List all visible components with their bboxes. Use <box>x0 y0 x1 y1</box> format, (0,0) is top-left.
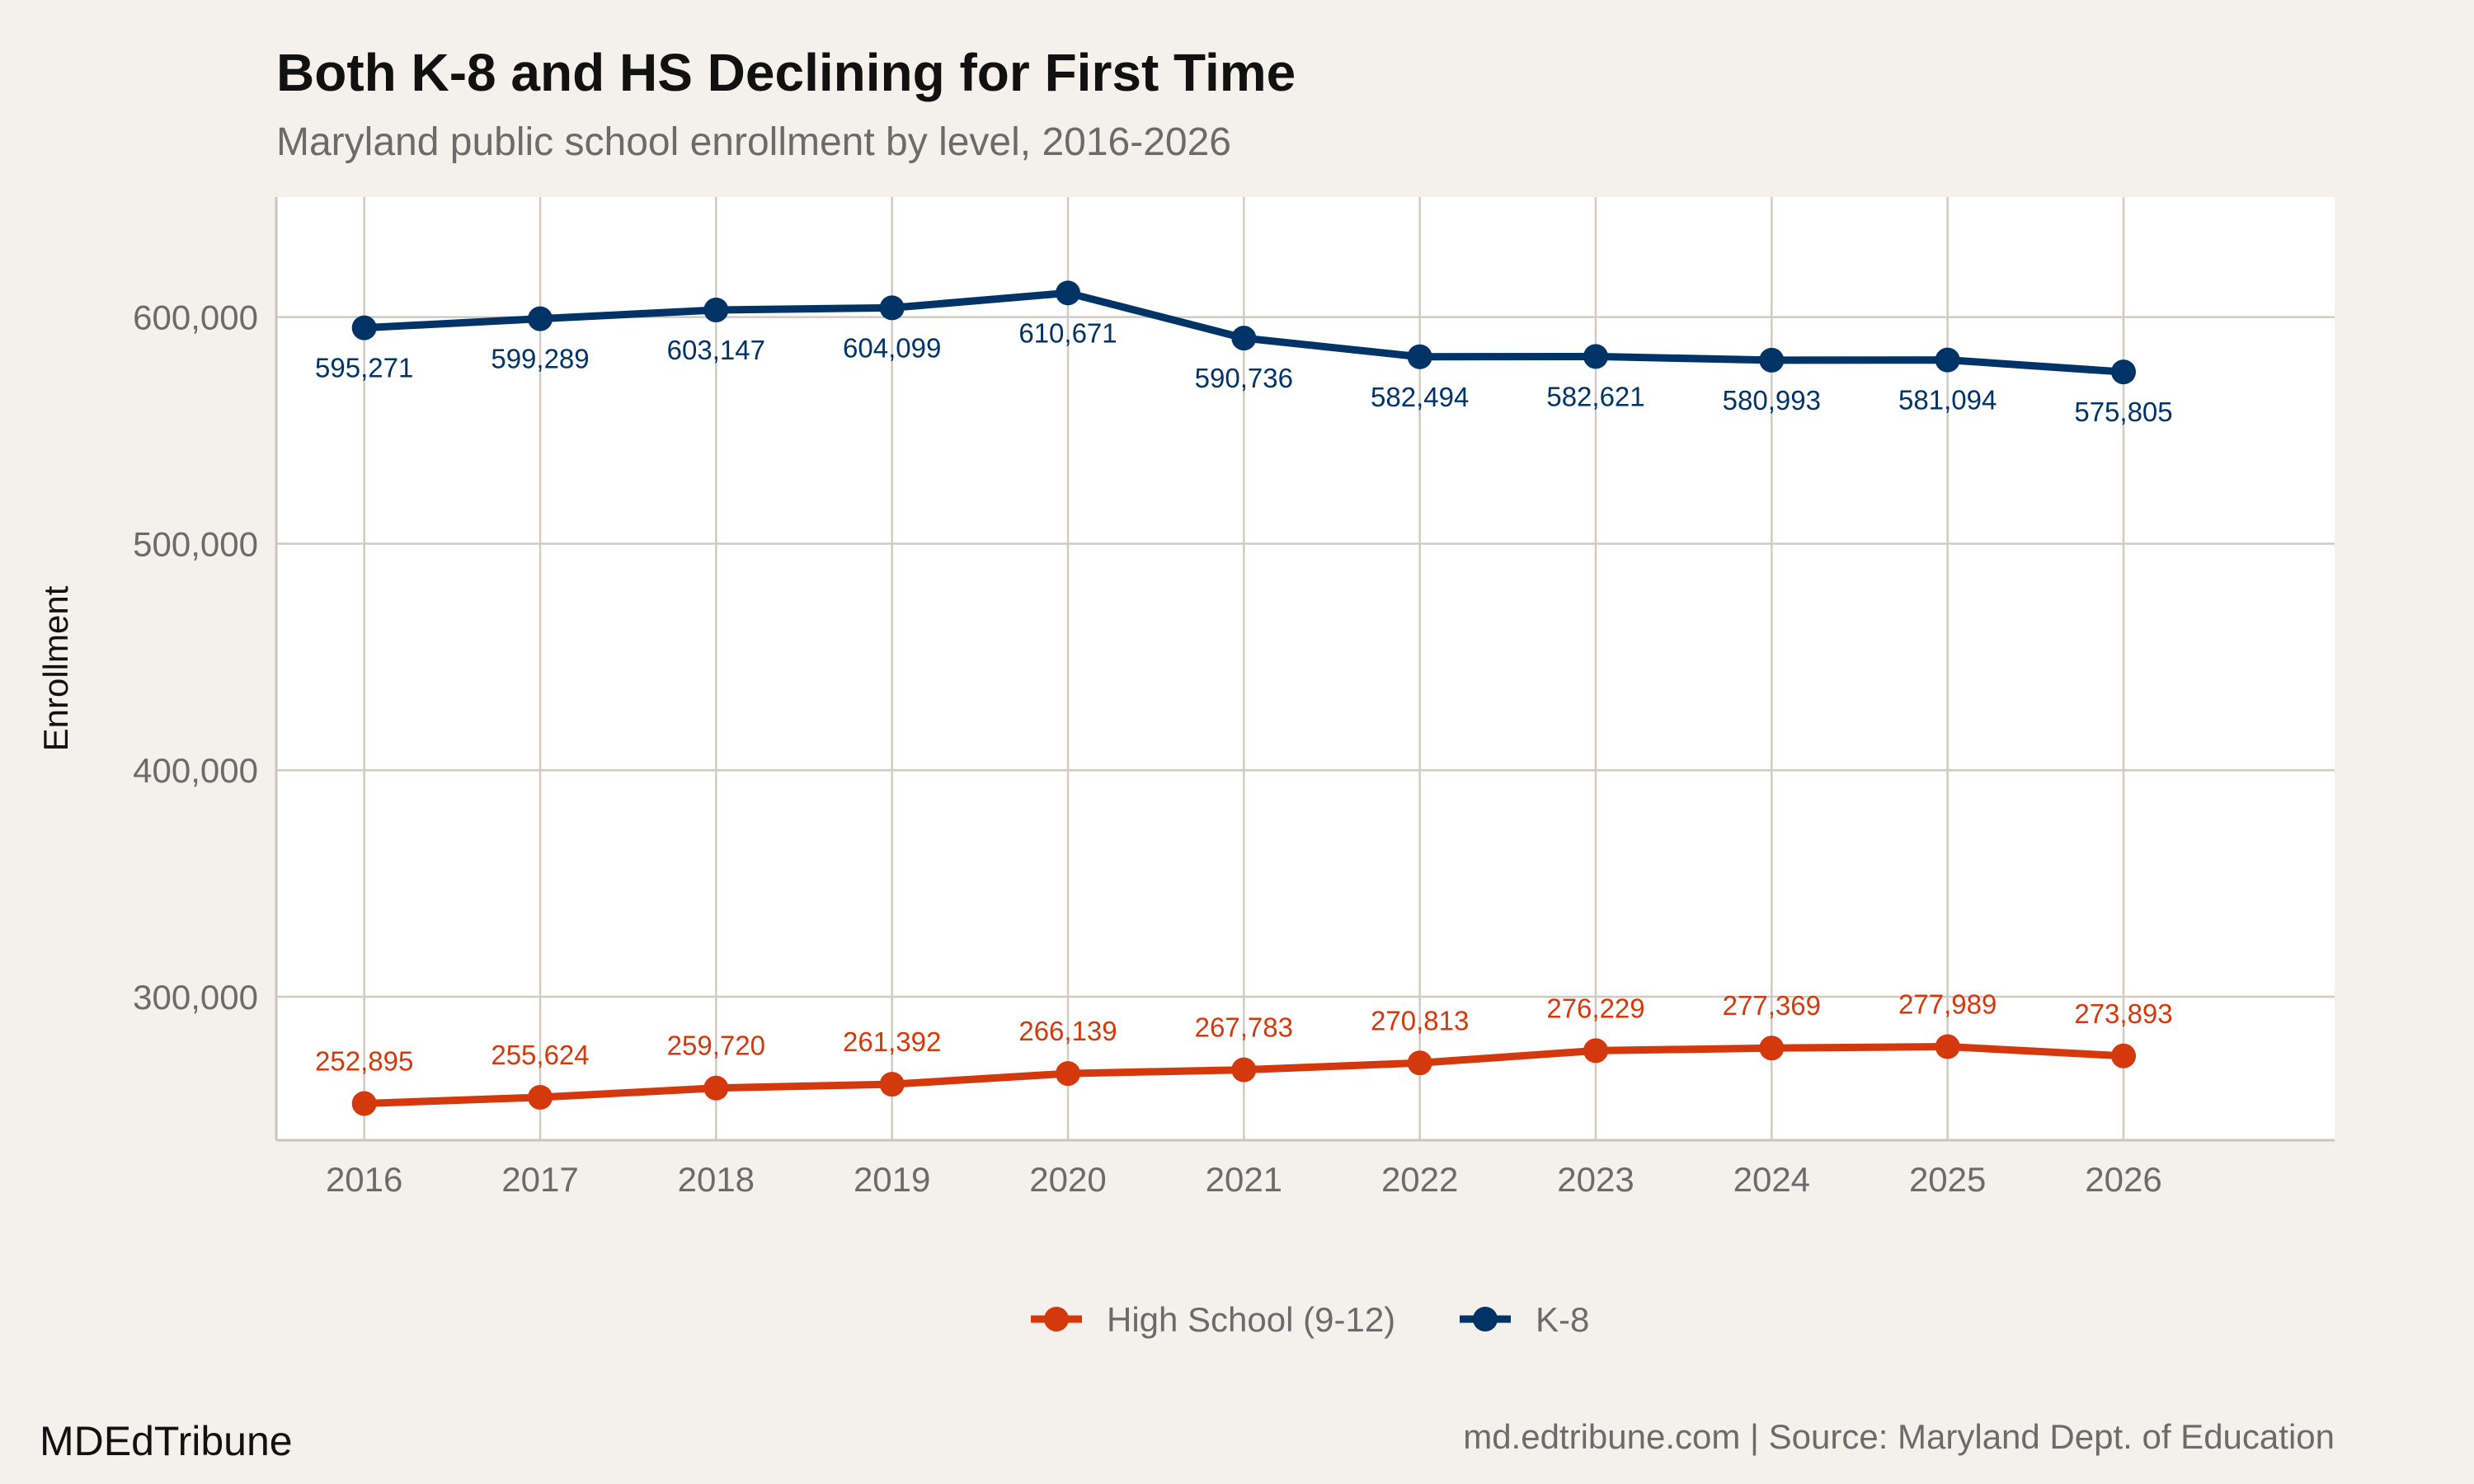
x-tick-label: 2018 <box>678 1160 755 1199</box>
x-tick-label: 2017 <box>501 1160 578 1199</box>
data-point <box>703 1075 729 1101</box>
x-tick-label: 2024 <box>1733 1160 1810 1199</box>
y-tick-label: 400,000 <box>133 751 258 790</box>
data-point <box>1407 1050 1432 1076</box>
y-tick-label: 300,000 <box>133 978 258 1017</box>
data-label: 599,289 <box>491 344 589 374</box>
data-label: 277,989 <box>1898 989 1997 1020</box>
data-label: 595,271 <box>315 353 413 383</box>
data-point <box>703 297 729 322</box>
legend: High School (9-12) K-8 <box>1031 1300 1589 1339</box>
x-tick-label: 2020 <box>1029 1160 1106 1199</box>
x-tick-label: 2022 <box>1381 1160 1458 1199</box>
y-tick-label: 600,000 <box>133 298 258 337</box>
x-tick-label: 2019 <box>854 1160 930 1199</box>
data-point <box>1935 347 1960 373</box>
data-point <box>351 315 377 340</box>
data-point <box>1231 326 1257 351</box>
data-point <box>1759 347 1785 373</box>
data-label: 590,736 <box>1195 363 1293 393</box>
x-tick-label: 2025 <box>1909 1160 1986 1199</box>
data-point <box>528 306 553 331</box>
series-high-school: 252,895 255,624 259,720 261,392 266,139 267,7… <box>315 989 2173 1116</box>
data-point <box>351 1091 377 1116</box>
footer-brand: MDEdTribune <box>40 1418 293 1464</box>
legend-label: High School (9-12) <box>1107 1300 1395 1339</box>
legend-swatch-point <box>1473 1307 1498 1331</box>
x-tick-label: 2023 <box>1557 1160 1634 1199</box>
data-label: 255,624 <box>491 1040 589 1070</box>
data-label: 610,671 <box>1018 317 1117 348</box>
data-label: 266,139 <box>1018 1016 1117 1046</box>
data-point <box>2111 1043 2136 1068</box>
data-point <box>1056 280 1080 306</box>
chart-subtitle: Maryland public school enrollment by lev… <box>276 120 1231 164</box>
data-label: 276,229 <box>1546 993 1644 1023</box>
x-tick-label: 2021 <box>1206 1160 1282 1199</box>
data-point <box>1583 344 1608 369</box>
y-ticks: 300,000 400,000 500,000 600,000 <box>133 298 258 1017</box>
data-label: 580,993 <box>1723 385 1821 416</box>
chart-title: Both K-8 and HS Declining for First Time <box>276 43 1296 102</box>
data-label: 270,813 <box>1371 1005 1469 1036</box>
data-point <box>1056 1061 1080 1087</box>
data-label: 273,893 <box>2074 998 2172 1029</box>
series-k-8: 595,271 599,289 603,147 604,099 610,671 590,7… <box>315 280 2173 427</box>
data-label: 267,783 <box>1195 1012 1293 1043</box>
series-group: 252,895 255,624 259,720 261,392 266,139 267,7… <box>315 280 2173 1116</box>
data-label: 575,805 <box>2074 397 2172 427</box>
y-tick-label: 500,000 <box>133 524 258 563</box>
data-point <box>1231 1057 1257 1082</box>
y-axis-label: Enrollment <box>36 585 75 751</box>
legend-label: K-8 <box>1536 1300 1589 1339</box>
data-label: 604,099 <box>843 332 941 363</box>
data-label: 261,392 <box>843 1026 941 1057</box>
plot-panel <box>276 197 2335 1140</box>
x-tick-label: 2026 <box>2085 1160 2161 1199</box>
data-point <box>528 1084 553 1110</box>
data-label: 252,895 <box>315 1045 413 1076</box>
data-point <box>879 1072 905 1097</box>
data-label: 581,094 <box>1898 385 1997 416</box>
data-label: 582,494 <box>1371 382 1469 412</box>
data-point <box>879 295 905 321</box>
x-tick-label: 2016 <box>326 1160 402 1199</box>
legend-swatch-point <box>1044 1307 1069 1331</box>
data-label: 603,147 <box>667 335 765 365</box>
data-label: 582,621 <box>1546 381 1644 411</box>
x-ticks: 2016 2017 2018 2019 2020 2021 2022 2023 2024 2025… <box>326 1160 2162 1199</box>
data-label: 259,720 <box>667 1031 765 1061</box>
footer-source: md.edtribune.com | Source: Maryland Dept… <box>1463 1417 2335 1456</box>
data-point <box>1583 1038 1608 1064</box>
data-label: 277,369 <box>1723 990 1821 1021</box>
data-point <box>1407 344 1432 369</box>
grid <box>276 197 2335 1140</box>
data-point <box>2111 359 2136 385</box>
data-point <box>1759 1036 1785 1061</box>
data-point <box>1935 1034 1960 1059</box>
